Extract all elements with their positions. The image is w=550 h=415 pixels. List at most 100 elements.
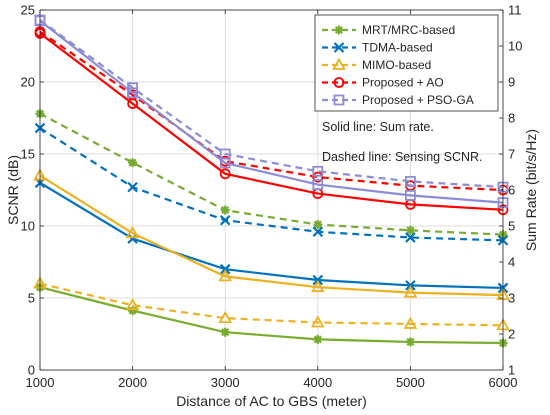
marker-asterisk xyxy=(334,25,344,35)
x-tick-label: 6000 xyxy=(489,375,518,390)
series-line-sum-rate xyxy=(39,32,504,211)
y-left-tick-label: 15 xyxy=(21,147,35,162)
y-right-tick-label: 1 xyxy=(508,363,515,378)
legend-item-4: Proposed + PSO-GA xyxy=(322,93,474,107)
y-left-tick-label: 0 xyxy=(28,363,35,378)
data-point-sensing-scnr xyxy=(312,165,324,177)
marker-asterisk xyxy=(405,337,415,347)
marker-x xyxy=(127,181,138,193)
y-axis-right-title: Sum Rate (bit/s/Hz) xyxy=(523,129,539,251)
data-point-sensing-scnr xyxy=(403,316,418,329)
x-tick-label: 2000 xyxy=(118,375,147,390)
y-axis-left-title: SCNR (dB) xyxy=(5,155,21,225)
marker-asterisk xyxy=(405,225,415,235)
data-point-sum-rate xyxy=(219,168,231,180)
legend: MRT/MRC-based TDMA-based MIMO-based Propose… xyxy=(314,14,499,112)
marker-square xyxy=(219,157,231,169)
marker-circle xyxy=(219,168,231,180)
data-point-sensing-scnr xyxy=(312,226,324,238)
data-point-sum-rate xyxy=(404,189,416,201)
data-point-sum-rate xyxy=(127,87,139,99)
legend-marker xyxy=(332,57,346,70)
marker-square xyxy=(312,179,324,191)
marker-x xyxy=(405,232,416,243)
data-point-sensing-scnr xyxy=(127,181,138,193)
data-point-sum-rate xyxy=(127,98,139,109)
y-left-tick-label: 5 xyxy=(28,291,35,306)
series-line-sum-rate xyxy=(39,286,504,345)
marker-asterisk xyxy=(128,306,138,316)
data-point-sensing-scnr xyxy=(404,175,416,187)
data-point-sum-rate xyxy=(218,269,233,282)
legend-item-2: MIMO-based xyxy=(322,57,431,72)
marker-square xyxy=(404,175,416,187)
annotation-solid-line: Solid line: Sum rate. xyxy=(322,120,434,134)
data-point-sum-rate xyxy=(310,279,325,293)
ticks: 1000 2000 3000 4000 5000 6000 0 5 10 15 20 25 1 2 3 4 5 6… xyxy=(21,3,523,391)
y-right-tick-label: 7 xyxy=(508,147,515,162)
data-point-sensing-scnr xyxy=(405,232,416,243)
legend-item-3: Proposed + AO xyxy=(322,76,444,90)
data-point-sum-rate xyxy=(125,225,140,239)
series-line-sensing-scnr xyxy=(39,282,504,327)
legend-label: Proposed + AO xyxy=(362,76,444,90)
marker-asterisk xyxy=(313,334,323,344)
legend-label: MRT/MRC-based xyxy=(362,23,455,37)
x-tick-label: 1000 xyxy=(26,375,55,390)
legend-label: TDMA-based xyxy=(362,41,433,55)
series-4 xyxy=(34,14,509,209)
y-right-tick-label: 4 xyxy=(508,255,515,270)
legend-marker xyxy=(333,42,345,53)
x-tick-label: 3000 xyxy=(211,375,240,390)
data-point-sensing-scnr xyxy=(220,205,230,215)
series-line-sensing-scnr xyxy=(39,127,504,242)
y-right-tick-label: 2 xyxy=(508,327,515,342)
data-point-sensing-scnr xyxy=(218,310,233,324)
data-point-sum-rate xyxy=(128,306,138,316)
data-point-sensing-scnr xyxy=(310,315,325,328)
marker-triangle xyxy=(310,279,325,293)
y-right-tick-label: 10 xyxy=(508,39,522,54)
legend-label: MIMO-based xyxy=(362,58,431,72)
annotation-dashed-line: Dashed line: Sensing SCNR. xyxy=(322,150,483,164)
legend-marker xyxy=(333,77,345,88)
marker-circle xyxy=(312,171,324,183)
data-point-sensing-scnr xyxy=(312,171,324,183)
legend-item-1: TDMA-based xyxy=(322,41,433,55)
y-right-tick-label: 3 xyxy=(508,291,515,306)
marker-square xyxy=(404,189,416,201)
marker-triangle xyxy=(332,57,346,70)
series-line-sum-rate xyxy=(39,181,504,290)
data-point-sum-rate xyxy=(405,337,415,347)
x-axis-title: Distance of AC to GBS (meter) xyxy=(176,393,367,409)
x-tick-label: 5000 xyxy=(396,375,425,390)
marker-asterisk xyxy=(313,220,323,230)
data-point-sensing-scnr xyxy=(128,158,138,168)
series-line-sum-rate xyxy=(39,19,504,204)
marker-triangle xyxy=(218,310,233,324)
y-right-tick-label: 6 xyxy=(508,183,515,198)
legend-marker xyxy=(333,94,345,106)
marker-triangle xyxy=(218,269,233,282)
marker-asterisk xyxy=(220,327,230,337)
data-point-sum-rate xyxy=(312,179,324,191)
marker-triangle xyxy=(403,316,418,329)
series-line-sum-rate xyxy=(39,174,504,297)
legend-marker xyxy=(334,25,344,35)
marker-x xyxy=(333,42,345,53)
marker-asterisk xyxy=(220,205,230,215)
y-right-tick-label: 9 xyxy=(508,75,515,90)
y-right-tick-label: 11 xyxy=(508,3,522,18)
data-point-sum-rate xyxy=(313,334,323,344)
marker-triangle xyxy=(310,315,325,328)
marker-square xyxy=(333,94,345,106)
marker-x xyxy=(312,226,324,238)
marker-triangle xyxy=(125,225,140,239)
series-line-sensing-scnr xyxy=(39,112,504,236)
data-point-sensing-scnr xyxy=(125,297,140,311)
marker-square xyxy=(312,165,324,177)
data-point-sum-rate xyxy=(403,285,418,298)
marker-triangle xyxy=(125,297,140,311)
series-2 xyxy=(33,168,510,331)
